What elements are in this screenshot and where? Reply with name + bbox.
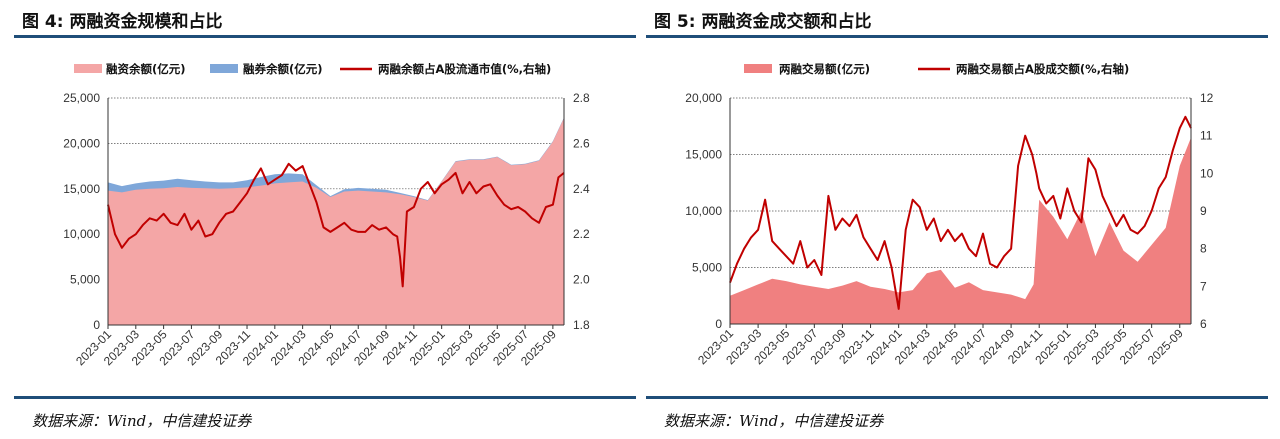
y-left-tick-label: 0 <box>715 317 722 331</box>
figure-title: 图 4: 两融资金规模和占比 <box>22 7 229 32</box>
line-series <box>107 162 565 288</box>
bottom-rule <box>14 396 636 399</box>
figure-left: 图 4: 两融资金规模和占比 0 5,000 10,000 15,000 20,000 25… <box>14 0 636 439</box>
y-right-tick-label: 11 <box>1200 129 1213 143</box>
y-right-tick-label: 7 <box>1200 279 1207 293</box>
figure-title-text: 两融资金规模和占比 <box>69 12 223 32</box>
y-right-tick-label: 2.8 <box>573 91 590 105</box>
figure-title-text: 两融资金成交额和占比 <box>701 12 872 32</box>
y-right-tick-label: 2.2 <box>573 227 590 241</box>
y-left-tick-label: 10,000 <box>685 204 722 218</box>
y-left-tick-label: 20,000 <box>685 91 722 105</box>
legend-label: 融资余额(亿元) <box>106 62 186 76</box>
legend-swatch <box>74 64 102 73</box>
area-series <box>730 137 1191 324</box>
legend-label: 两融交易额占A股成交额(%,右轴) <box>956 62 1129 76</box>
y-left-tick-label: 10,000 <box>63 227 100 241</box>
legend-swatch <box>210 64 238 73</box>
y-left-tick-label: 0 <box>93 318 100 332</box>
y-right-tick-label: 2.6 <box>573 136 590 150</box>
y-right-tick-label: 10 <box>1200 166 1214 180</box>
y-left-tick-label: 5,000 <box>692 261 722 275</box>
title-rule <box>14 35 636 38</box>
y-left-tick-label: 15,000 <box>685 148 722 162</box>
figure-source: 数据来源：Wind，中信建投证券 <box>664 412 884 430</box>
legend-swatch <box>744 64 772 73</box>
line-series <box>729 115 1192 310</box>
y-right-tick-label: 1.8 <box>573 318 590 332</box>
figure-source: 数据来源：Wind，中信建投证券 <box>32 412 252 430</box>
y-left-tick-label: 25,000 <box>63 91 100 105</box>
figure-title: 图 5: 两融资金成交额和占比 <box>654 7 878 32</box>
figure-number: 图 5: <box>654 12 696 32</box>
y-right-tick-label: 12 <box>1200 91 1214 105</box>
y-right-tick-label: 9 <box>1200 204 1207 218</box>
y-left-tick-label: 20,000 <box>63 136 100 150</box>
legend-label: 两融交易额(亿元) <box>779 62 870 76</box>
title-rule <box>646 35 1268 38</box>
y-left-tick-label: 5,000 <box>70 273 100 287</box>
y-right-tick-label: 8 <box>1200 242 1207 256</box>
y-right-tick-label: 6 <box>1200 317 1207 331</box>
margin-trading-chart: 05,00010,00015,00020,00067891011122023-0… <box>685 62 1214 367</box>
area-series <box>108 118 564 325</box>
y-right-tick-label: 2.4 <box>573 182 590 196</box>
figure-number: 图 4: <box>22 12 64 32</box>
figure-right: 图 5: 两融资金成交额和占比 0 5,000 10,000 15,000 20,000 6… <box>646 0 1268 439</box>
legend-label: 两融余额占A股流通市值(%,右轴) <box>378 62 551 76</box>
margin-balance-chart: 0 5,000 10,000 15,000 20,000 25,000 1.8 2.0 2.2 2… <box>63 62 590 368</box>
y-left-tick-label: 15,000 <box>63 182 100 196</box>
legend-label: 融券余额(亿元) <box>243 62 323 76</box>
bottom-rule <box>646 396 1268 399</box>
y-right-tick-label: 2.0 <box>573 273 590 287</box>
